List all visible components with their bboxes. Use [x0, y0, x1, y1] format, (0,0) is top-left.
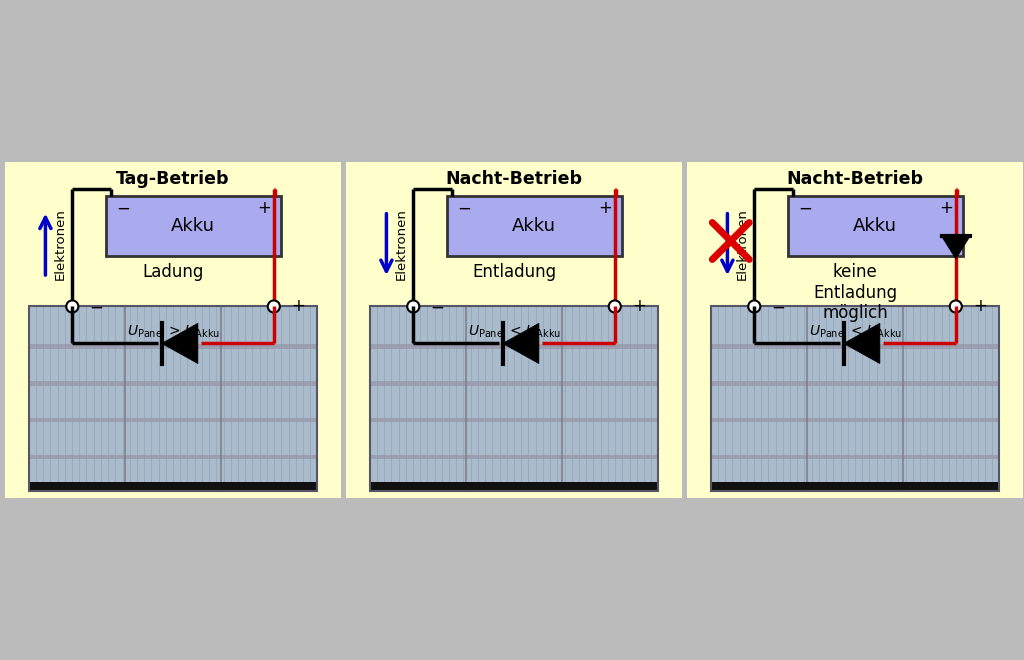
Text: $-$: $-$ — [457, 199, 471, 217]
Bar — [370, 482, 658, 491]
Bar — [29, 418, 317, 422]
Text: Akku: Akku — [512, 217, 556, 235]
Text: Tag-Betrieb: Tag-Betrieb — [117, 170, 229, 189]
Bar — [711, 418, 999, 422]
Polygon shape — [844, 323, 880, 364]
Text: $-$: $-$ — [771, 298, 785, 315]
Text: $-$: $-$ — [430, 298, 444, 315]
Bar — [370, 306, 658, 491]
Text: $-$: $-$ — [798, 199, 812, 217]
Bar — [105, 195, 281, 256]
FancyBboxPatch shape — [684, 156, 1024, 504]
Text: Elektronen: Elektronen — [736, 209, 749, 280]
Circle shape — [67, 300, 79, 313]
Bar — [711, 306, 999, 491]
Circle shape — [267, 300, 280, 313]
Text: $-$: $-$ — [116, 199, 130, 217]
Polygon shape — [162, 323, 198, 364]
Bar — [370, 455, 658, 459]
Text: Entladung: Entladung — [472, 263, 556, 280]
Bar — [29, 455, 317, 459]
Bar — [370, 344, 658, 348]
Polygon shape — [503, 323, 539, 364]
Bar — [711, 344, 999, 348]
Text: Akku: Akku — [853, 217, 897, 235]
Polygon shape — [942, 236, 970, 259]
Text: Ladung: Ladung — [142, 263, 204, 280]
Circle shape — [949, 300, 962, 313]
Bar — [711, 306, 999, 491]
Text: $U_{\rm Panel}$ < $U_{\rm Akku}$: $U_{\rm Panel}$ < $U_{\rm Akku}$ — [809, 323, 901, 340]
Bar — [29, 306, 317, 491]
Bar — [29, 344, 317, 348]
Bar — [370, 381, 658, 385]
Circle shape — [408, 300, 420, 313]
Bar — [370, 306, 658, 491]
Bar — [711, 455, 999, 459]
Bar — [711, 381, 999, 385]
Text: $+$: $+$ — [939, 199, 952, 217]
Text: $U_{\rm Panel}$ < $U_{\rm Akku}$: $U_{\rm Panel}$ < $U_{\rm Akku}$ — [468, 323, 560, 340]
Bar — [711, 482, 999, 491]
Bar — [787, 195, 963, 256]
Bar — [29, 381, 317, 385]
Text: $+$: $+$ — [291, 298, 305, 315]
Circle shape — [749, 300, 761, 313]
FancyBboxPatch shape — [343, 156, 685, 504]
Bar — [29, 482, 317, 491]
FancyBboxPatch shape — [2, 156, 344, 504]
Text: keine
Entladung
möglich: keine Entladung möglich — [813, 263, 897, 323]
Text: Nacht-Betrieb: Nacht-Betrieb — [445, 170, 583, 189]
Text: Elektronen: Elektronen — [395, 209, 408, 280]
Bar — [446, 195, 622, 256]
Text: $+$: $+$ — [257, 199, 270, 217]
Text: $U_{\rm Panel}$ > $U_{\rm Akku}$: $U_{\rm Panel}$ > $U_{\rm Akku}$ — [127, 323, 219, 340]
Text: Elektronen: Elektronen — [54, 209, 67, 280]
Text: $+$: $+$ — [632, 298, 646, 315]
Bar — [29, 306, 317, 491]
Text: $-$: $-$ — [89, 298, 103, 315]
Text: $+$: $+$ — [973, 298, 987, 315]
Text: $+$: $+$ — [598, 199, 611, 217]
Text: Nacht-Betrieb: Nacht-Betrieb — [786, 170, 924, 189]
Circle shape — [608, 300, 621, 313]
Text: Akku: Akku — [171, 217, 215, 235]
Bar — [370, 418, 658, 422]
